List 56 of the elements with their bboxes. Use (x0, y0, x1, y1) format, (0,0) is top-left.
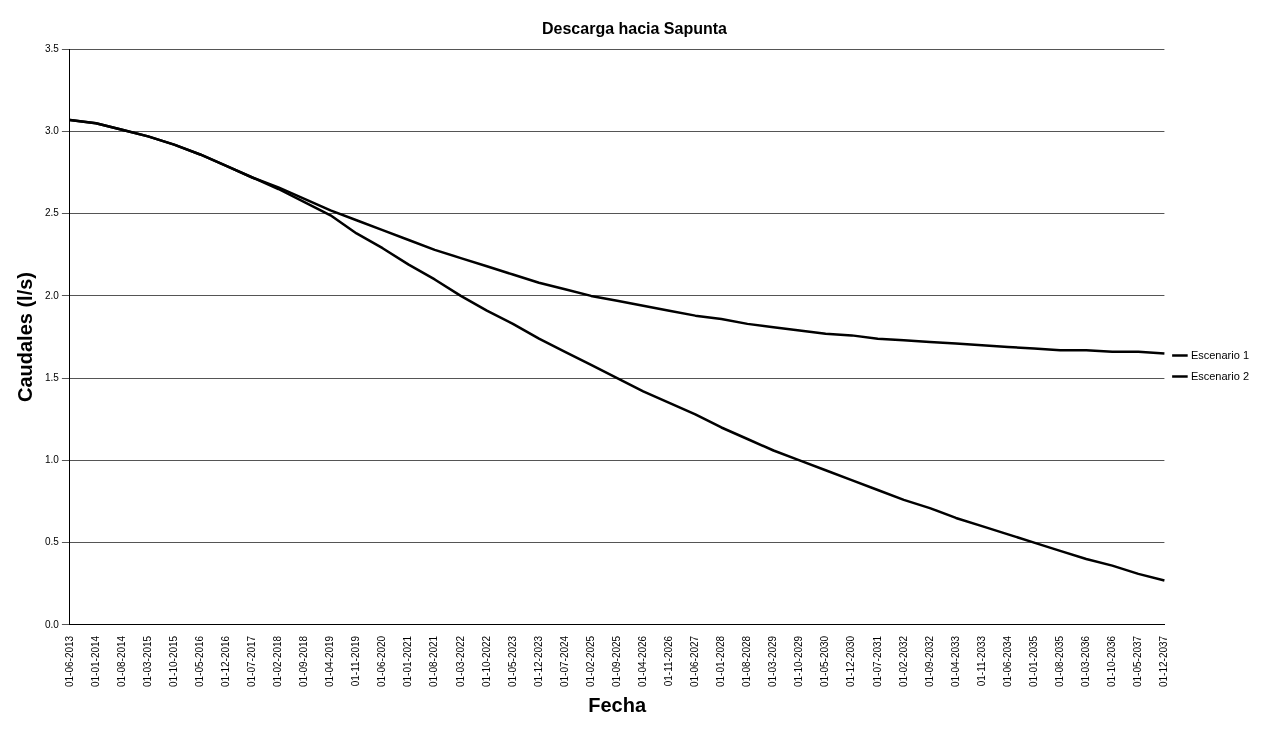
x-tick-label: 01-01-2014 (89, 635, 101, 687)
x-tick-label: 01-05-2016 (193, 635, 205, 687)
x-tick-label: 01-03-2029 (767, 635, 779, 687)
x-tick-label: 01-12-2037 (1158, 635, 1170, 687)
y-tick-label: 3.0 (45, 125, 60, 137)
x-tick-label: 01-08-2021 (428, 635, 440, 687)
x-tick-label: 01-10-2022 (480, 635, 492, 687)
x-tick-label: 01-08-2028 (741, 635, 753, 687)
x-tick-label: 01-06-2034 (1001, 635, 1013, 687)
x-tick-label: 01-01-2028 (715, 635, 727, 687)
x-tick-label: 01-02-2018 (272, 635, 284, 687)
x-tick-label: 01-09-2032 (923, 635, 935, 687)
x-tick-label: 01-04-2026 (636, 635, 648, 687)
x-tick-label: 01-05-2037 (1132, 635, 1144, 687)
x-tick-label: 01-03-2022 (454, 635, 466, 687)
y-tick-label: 2.0 (45, 289, 60, 301)
x-tick-label: 01-07-2031 (871, 635, 883, 687)
x-tick-label: 01-02-2025 (584, 635, 596, 687)
x-tick-label: 01-12-2016 (220, 635, 232, 687)
x-tick-label: 01-07-2017 (246, 635, 258, 687)
x-tick-label: 01-01-2021 (402, 635, 414, 687)
x-tick-label: 01-08-2014 (115, 635, 127, 687)
x-tick-label: 01-12-2030 (845, 635, 857, 687)
y-tick-label: 1.0 (45, 454, 60, 466)
x-tick-label: 01-09-2018 (298, 635, 310, 687)
x-tick-label: 01-09-2025 (610, 635, 622, 687)
y-tick-label: 3.5 (45, 42, 60, 54)
x-tick-label: 01-05-2030 (819, 635, 831, 687)
x-tick-label: 01-02-2032 (897, 635, 909, 687)
x-tick-label: 01-06-2027 (689, 635, 701, 687)
x-tick-label: 01-11-2026 (663, 635, 675, 687)
x-tick-label: 01-01-2035 (1027, 635, 1039, 687)
x-tick-label: 01-10-2036 (1106, 635, 1118, 687)
y-tick-label: 0.5 (45, 536, 60, 548)
x-tick-label: 01-10-2015 (167, 635, 179, 687)
x-tick-label: 01-04-2019 (324, 635, 336, 687)
y-tick-label: 1.5 (45, 371, 60, 383)
x-tick-label: 01-03-2036 (1079, 635, 1091, 687)
chart-title: Descarga hacia Sapunta (542, 20, 728, 38)
y-tick-label: 2.5 (45, 207, 60, 219)
y-tick-label: 0.0 (45, 618, 60, 630)
x-tick-label: 01-03-2015 (141, 635, 153, 687)
x-tick-label: 01-06-2020 (376, 635, 388, 687)
x-tick-label: 01-10-2029 (793, 635, 805, 687)
legend-label: Escenario 2 (1190, 369, 1250, 382)
x-tick-label: 01-11-2033 (975, 635, 987, 687)
legend-label: Escenario 1 (1190, 348, 1250, 361)
x-tick-label: 01-11-2019 (350, 635, 362, 687)
x-tick-label: 01-04-2033 (949, 635, 961, 687)
y-axis-title: Caudales (l/s) (13, 272, 36, 403)
x-tick-label: 01-08-2035 (1053, 635, 1065, 687)
x-tick-label: 01-07-2024 (558, 635, 570, 687)
x-tick-label: 01-05-2023 (506, 635, 518, 687)
x-axis-title: Fecha (588, 693, 647, 716)
x-tick-label: 01-12-2023 (532, 635, 544, 687)
x-tick-label: 01-06-2013 (63, 635, 75, 687)
